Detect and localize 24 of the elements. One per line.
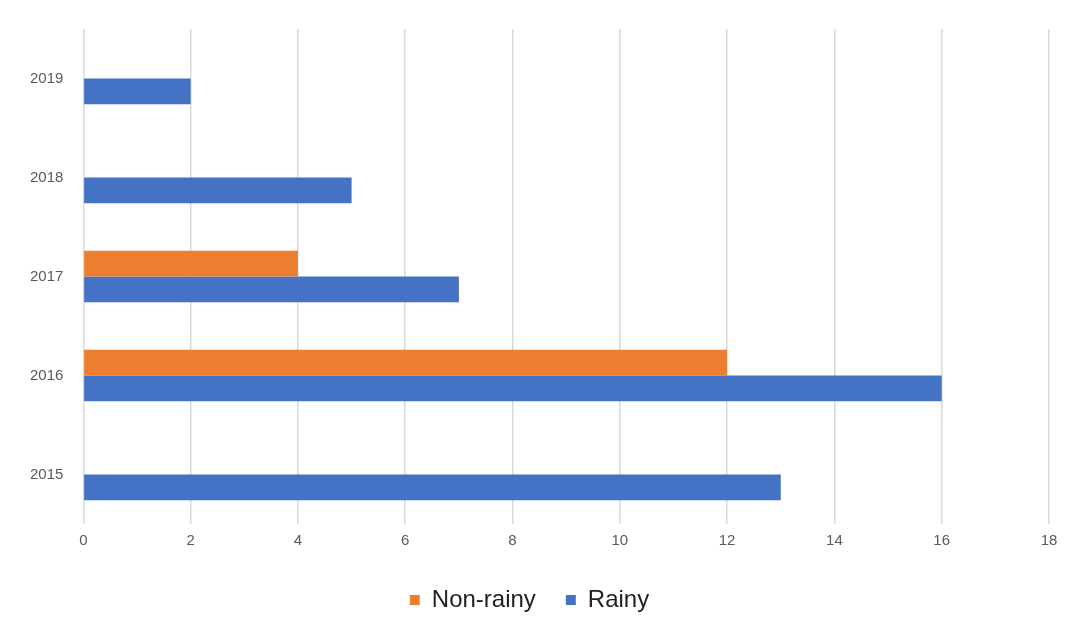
bar [84,250,298,277]
bar [84,474,781,501]
legend-label: Rainy [587,584,650,612]
x-tick-label: 0 [79,531,88,549]
y-tick-label: 2019 [29,68,64,86]
bar [84,349,728,376]
x-tick-label: 14 [826,531,843,549]
y-tick-label: 2015 [29,464,64,482]
x-tick-label: 4 [293,531,303,549]
x-tick-label: 8 [508,531,517,549]
bar [84,375,942,402]
x-tick-label: 16 [933,531,951,549]
x-tick-label: 2 [186,531,195,549]
y-tick-label: 2018 [29,167,64,185]
x-tick-label: 18 [1040,531,1058,549]
y-tick-label: 2016 [29,365,64,383]
legend-label: Non-rainy [431,584,536,612]
x-tick-label: 12 [718,531,736,549]
bar [84,78,191,105]
bar [84,276,459,303]
bar [84,177,352,204]
x-tick-label: 6 [401,531,410,549]
x-tick-label: 10 [611,531,629,549]
y-tick-label: 2017 [29,266,64,284]
